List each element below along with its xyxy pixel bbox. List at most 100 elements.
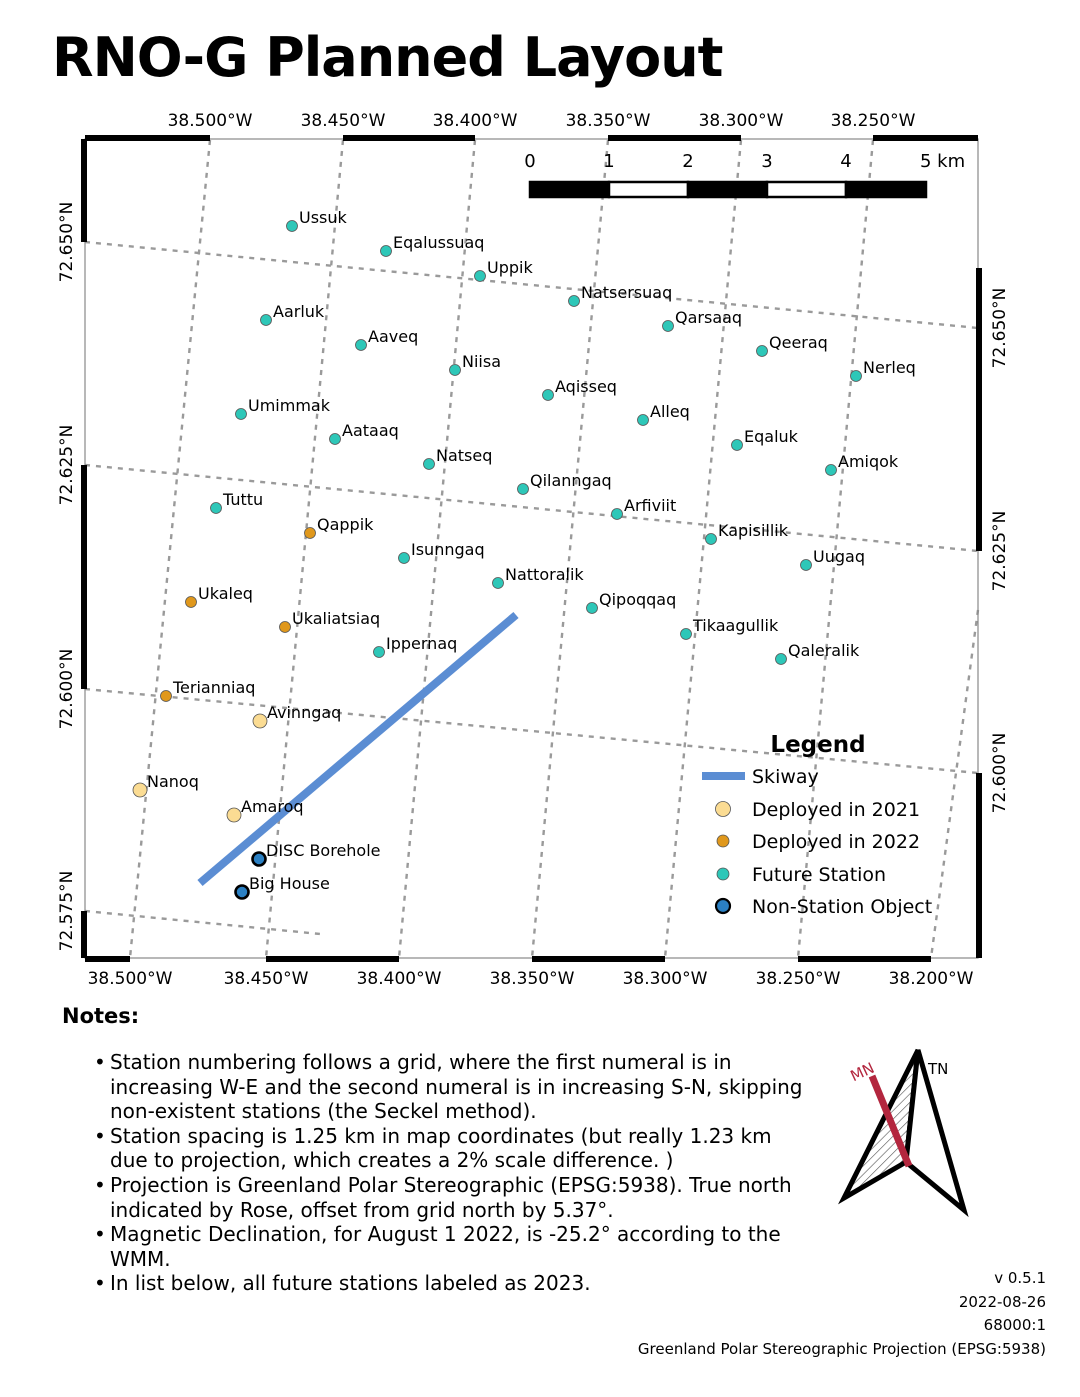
station-marker[interactable] (611, 508, 623, 520)
map-metadata: v 0.5.1 2022-08-26 68000:1 Greenland Pol… (638, 1267, 1046, 1361)
station-label: Eqaluk (744, 427, 799, 446)
bottom-lon-label: 38.200°W (889, 969, 974, 989)
scale-text: 68000:1 (983, 1316, 1046, 1334)
station-label: Arfiviit (624, 496, 676, 515)
station-label: Natsersuaq (581, 283, 672, 302)
station-label: Eqalussuaq (393, 233, 484, 252)
bottom-lon-label: 38.300°W (623, 969, 708, 989)
graticule-line (84, 687, 979, 775)
station-marker[interactable] (731, 439, 743, 451)
station-marker[interactable] (251, 851, 267, 867)
station-marker[interactable] (210, 502, 222, 514)
notes-list: Station numbering follows a grid, where … (90, 1050, 810, 1296)
station-marker[interactable] (398, 552, 410, 564)
station-marker[interactable] (825, 464, 837, 476)
station-marker[interactable] (705, 533, 717, 545)
graticule-line (84, 909, 321, 936)
station-label: Qarsaaq (675, 308, 742, 327)
top-lon-label: 38.450°W (301, 111, 386, 131)
station-label: Qaleralik (788, 641, 860, 660)
station-marker[interactable] (252, 713, 268, 729)
station-marker[interactable] (517, 483, 529, 495)
station-marker[interactable] (800, 559, 812, 571)
bottom-lon-label: 38.250°W (756, 969, 841, 989)
station-label: Nanoq (147, 772, 199, 791)
scale-segment (844, 180, 928, 199)
right-lat-label: 72.650°N (990, 288, 1010, 369)
tn-label: TN (927, 1060, 948, 1078)
top-lon-label: 38.350°W (566, 111, 651, 131)
skiway-line (197, 611, 519, 887)
graticule-line (663, 139, 743, 959)
graticule-line (128, 139, 212, 959)
station-marker[interactable] (260, 314, 272, 326)
station-label: Amaroq (241, 797, 304, 816)
station-marker[interactable] (185, 596, 197, 608)
station-marker[interactable] (132, 782, 148, 798)
date-text: 2022-08-26 (958, 1292, 1046, 1311)
station-label: Tikaagullik (692, 616, 779, 635)
station-marker[interactable] (775, 653, 787, 665)
note-item: Magnetic Declination, for August 1 2022,… (90, 1222, 810, 1271)
right-lat-label: 72.625°N (990, 511, 1010, 592)
station-label: Ussuk (299, 208, 348, 227)
station-marker[interactable] (380, 245, 392, 257)
left-lat-label: 72.600°N (57, 649, 77, 730)
graticule-line (929, 609, 980, 959)
station-marker[interactable] (329, 433, 341, 445)
station-marker[interactable] (286, 220, 298, 232)
station-marker[interactable] (850, 370, 862, 382)
scale-bar: 0 1 2 3 4 5 km (524, 151, 965, 199)
notes-heading: Notes: (62, 1004, 140, 1028)
legend-title: Legend (770, 732, 865, 758)
station-marker[interactable] (226, 807, 242, 823)
graticule-line (84, 240, 979, 330)
station-marker[interactable] (449, 364, 461, 376)
station-label: Tuttu (222, 490, 263, 509)
legend-item-label: Deployed in 2021 (752, 799, 920, 821)
graticule-line (796, 139, 875, 959)
bottom-lon-label: 38.350°W (490, 969, 575, 989)
map-panel[interactable]: 38.500°W 38.450°W 38.400°W 38.350°W 38.300°W… (0, 0, 1080, 1000)
station-marker[interactable] (160, 690, 172, 702)
station-marker[interactable] (756, 345, 768, 357)
station-marker[interactable] (423, 458, 435, 470)
legend-item-label: Non-Station Object (752, 896, 932, 918)
station-label: Aarluk (273, 302, 325, 321)
axis-labels: 38.500°W 38.450°W 38.400°W 38.350°W 38.300°W… (57, 111, 1010, 989)
top-lon-label: 38.250°W (831, 111, 916, 131)
north-rose-icon: MN TN (838, 1048, 969, 1218)
station-marker[interactable] (662, 320, 674, 332)
station-marker[interactable] (355, 339, 367, 351)
scale-tick-label: 1 (603, 151, 614, 172)
top-lon-label: 38.300°W (699, 111, 784, 131)
station-marker[interactable] (680, 628, 692, 640)
station-marker[interactable] (586, 602, 598, 614)
station-marker[interactable] (279, 621, 291, 633)
scale-segment (765, 180, 848, 199)
station-marker[interactable] (304, 527, 316, 539)
station-marker[interactable] (542, 389, 554, 401)
station-label: Ukaleq (198, 584, 253, 603)
legend-marker-swatch (716, 867, 730, 881)
station-marker[interactable] (373, 646, 385, 658)
projection-text: Greenland Polar Stereographic Projection… (637, 1339, 1046, 1358)
legend-item-label: Skiway (752, 766, 819, 788)
station-marker[interactable] (234, 884, 250, 900)
scale-tick-label: 0 (524, 151, 535, 172)
station-label: Big House (249, 874, 330, 893)
top-lon-label: 38.500°W (168, 111, 253, 131)
station-label: Niisa (462, 352, 501, 371)
scale-tick-label: 4 (840, 151, 851, 172)
station-label: Qilanngaq (530, 471, 612, 490)
graticule (84, 139, 980, 959)
station-marker[interactable] (568, 295, 580, 307)
graticule-line (397, 139, 477, 959)
station-marker[interactable] (637, 414, 649, 426)
station-marker[interactable] (492, 577, 504, 589)
station-marker[interactable] (474, 270, 486, 282)
station-label: Terianniaq (172, 678, 255, 697)
note-item: Projection is Greenland Polar Stereograp… (90, 1173, 810, 1222)
station-marker[interactable] (235, 408, 247, 420)
